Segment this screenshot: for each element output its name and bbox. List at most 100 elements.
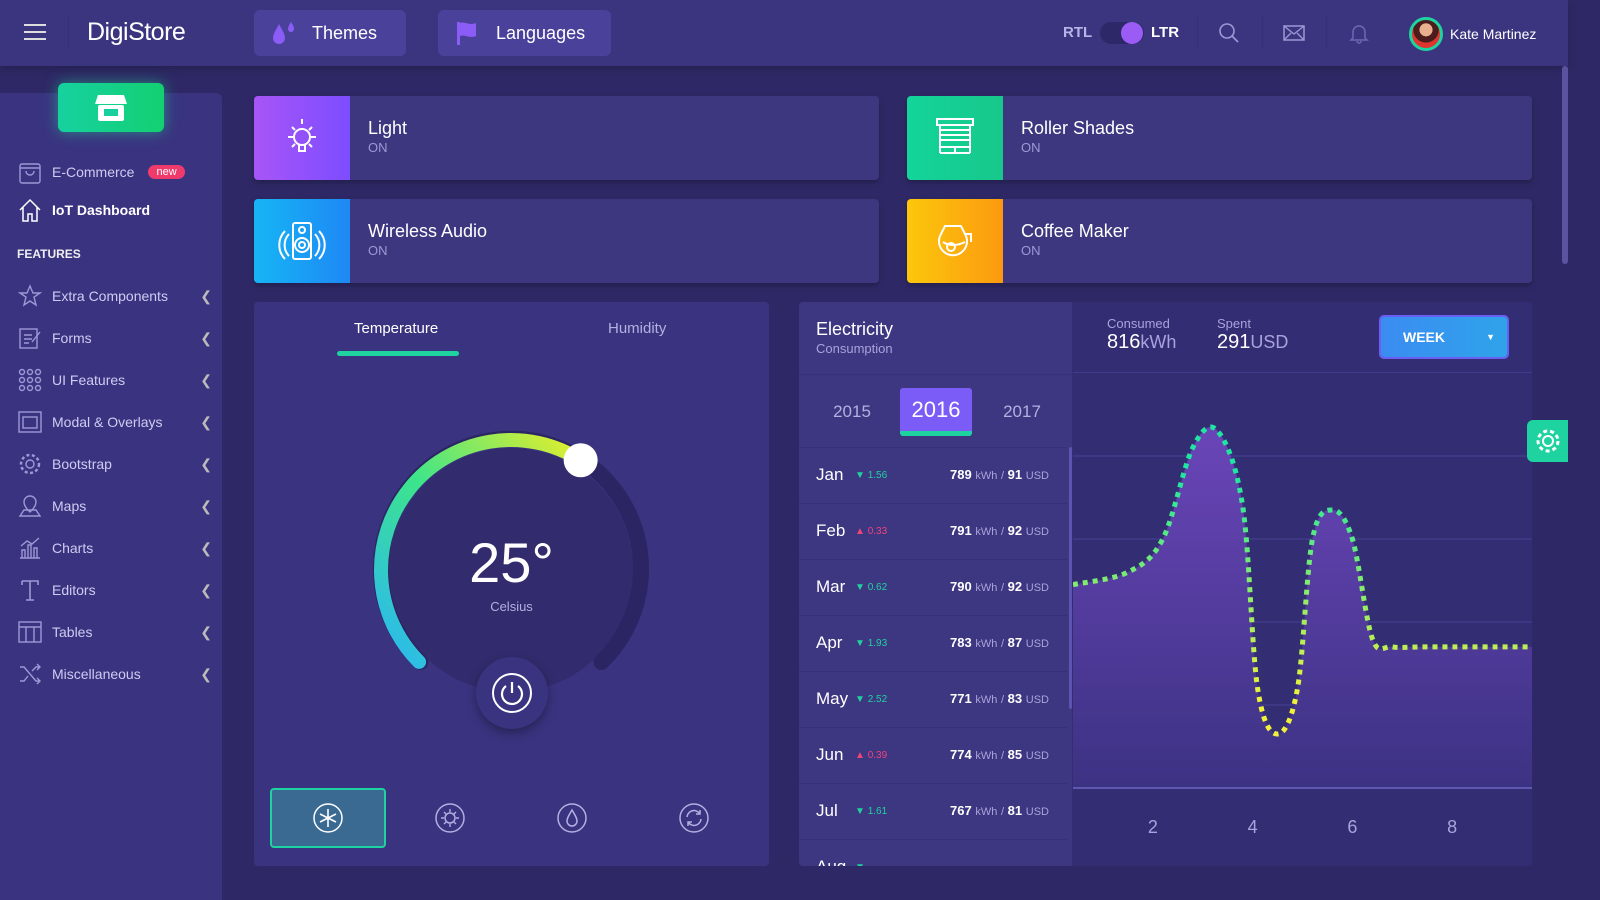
trend-down-icon: ▼ bbox=[855, 862, 865, 866]
grid-icon bbox=[18, 368, 42, 392]
list-scrollbar[interactable] bbox=[1069, 447, 1072, 709]
sidebar-item-label: E-Commerce bbox=[52, 164, 135, 180]
month-delta: ▼ 1.61 bbox=[855, 806, 888, 817]
trend-down-icon: ▼ bbox=[855, 638, 865, 649]
sidebar-item-forms[interactable]: Forms ❮ bbox=[18, 326, 218, 350]
period-dropdown[interactable]: WEEK ▼ bbox=[1381, 317, 1507, 357]
sidebar-item-extra-components[interactable]: Extra Components ❮ bbox=[18, 284, 218, 308]
mode-cool-button[interactable] bbox=[270, 788, 386, 848]
chevron-left-icon: ❮ bbox=[200, 413, 212, 430]
menu-icon[interactable] bbox=[24, 24, 46, 42]
sidebar: E-Commerce new IoT Dashboard FEATURES Ex… bbox=[0, 83, 222, 900]
month-row[interactable]: Jul ▼ 1.61 767 kWh / 81 USD bbox=[799, 783, 1067, 839]
shopping-bag-icon bbox=[19, 163, 41, 184]
device-card-wireless-audio[interactable]: Wireless Audio ON bbox=[254, 199, 879, 283]
sidebar-item-modal-overlays[interactable]: Modal & Overlays ❮ bbox=[18, 410, 218, 434]
month-usage: 789 kWh / 91 USD bbox=[950, 467, 1049, 482]
device-status: ON bbox=[1021, 140, 1041, 155]
x-tick-label: 8 bbox=[1447, 817, 1457, 837]
search-icon[interactable] bbox=[1218, 22, 1240, 44]
mode-auto-button[interactable] bbox=[636, 788, 752, 848]
month-delta: ▼ bbox=[855, 862, 865, 866]
languages-button[interactable]: Languages bbox=[438, 10, 611, 56]
temperature-dial[interactable] bbox=[361, 420, 661, 730]
month-delta: ▼ 2.52 bbox=[855, 694, 888, 705]
active-tab-indicator bbox=[337, 351, 459, 356]
flag-icon bbox=[457, 22, 476, 45]
new-badge: new bbox=[148, 165, 185, 179]
sidebar-item-editors[interactable]: Editors ❮ bbox=[18, 578, 218, 602]
chevron-left-icon: ❮ bbox=[200, 497, 212, 514]
bar-chart-icon bbox=[20, 537, 40, 559]
sidebar-item-bootstrap[interactable]: Bootstrap ❮ bbox=[18, 452, 218, 476]
electricity-title: Electricity bbox=[816, 319, 894, 339]
sidebar-item-label: Maps bbox=[52, 498, 87, 514]
direction-toggle[interactable] bbox=[1100, 22, 1144, 44]
sun-icon bbox=[435, 803, 465, 833]
sidebar-item-ecommerce[interactable]: E-Commerce new bbox=[18, 160, 218, 184]
tab-temperature[interactable]: Temperature bbox=[354, 320, 439, 337]
electricity-subtitle: Consumption bbox=[816, 341, 893, 356]
table-icon bbox=[18, 621, 42, 643]
month-row[interactable]: Jun ▲ 0.39 774 kWh / 85 USD bbox=[799, 727, 1067, 783]
month-usage: 774 kWh / 85 USD bbox=[950, 747, 1049, 762]
device-card-coffee-maker[interactable]: Coffee Maker ON bbox=[907, 199, 1532, 283]
month-row[interactable]: May ▼ 2.52 771 kWh / 83 USD bbox=[799, 671, 1067, 727]
themes-button[interactable]: Themes bbox=[254, 10, 406, 56]
consumed-stat: Consumed 816kWh bbox=[1107, 316, 1176, 354]
year-tab-2015[interactable]: 2015 bbox=[833, 402, 871, 421]
brand-logo[interactable]: DigiStore bbox=[87, 18, 186, 46]
tab-humidity[interactable]: Humidity bbox=[608, 320, 667, 337]
device-name: Light bbox=[368, 118, 408, 138]
month-label: May bbox=[816, 689, 849, 708]
temperature-knob[interactable] bbox=[563, 443, 598, 478]
sidebar-item-iot-dashboard[interactable]: IoT Dashboard bbox=[18, 198, 218, 222]
device-status: ON bbox=[368, 140, 388, 155]
device-icon-tile bbox=[907, 199, 1003, 283]
sidebar-item-label: Charts bbox=[52, 540, 94, 556]
sidebar-item-label: Extra Components bbox=[52, 288, 168, 304]
electricity-list: Electricity Consumption 2015 2016 2017 Jan… bbox=[799, 302, 1072, 866]
year-tab-2017[interactable]: 2017 bbox=[1003, 402, 1041, 421]
month-label: Jul bbox=[816, 801, 838, 820]
device-card-roller-shades[interactable]: Roller Shades ON bbox=[907, 96, 1532, 180]
sidebar-item-label: Bootstrap bbox=[52, 456, 112, 472]
mode-heat-button[interactable] bbox=[392, 788, 508, 848]
store-icon bbox=[95, 94, 127, 121]
month-delta: ▲ 0.33 bbox=[855, 526, 888, 537]
user-name[interactable]: Kate Martinez bbox=[1450, 26, 1537, 42]
sidebar-item-label: IoT Dashboard bbox=[52, 202, 151, 218]
sidebar-item-tables[interactable]: Tables ❮ bbox=[18, 620, 218, 644]
month-usage: 783 kWh / 87 USD bbox=[950, 635, 1049, 650]
chart-area bbox=[1073, 427, 1532, 788]
device-card-light[interactable]: Light ON bbox=[254, 96, 879, 180]
page-scrollbar[interactable] bbox=[1562, 66, 1568, 264]
electricity-chart: 2 4 6 8 bbox=[1073, 424, 1532, 837]
chevron-left-icon: ❮ bbox=[200, 623, 212, 640]
droplets-icon bbox=[273, 22, 294, 44]
mode-humidity-button[interactable] bbox=[514, 788, 630, 848]
month-delta: ▼ 0.62 bbox=[855, 582, 888, 593]
temperature-panel: Temperature Humidity 25° Celsius bbox=[254, 302, 769, 866]
month-row[interactable]: Mar ▼ 0.62 790 kWh / 92 USD bbox=[799, 559, 1067, 615]
month-row[interactable]: Aug▼ kWh / USD bbox=[799, 839, 1067, 866]
power-button[interactable] bbox=[476, 657, 548, 729]
trend-down-icon: ▼ bbox=[855, 582, 865, 593]
sidebar-item-charts[interactable]: Charts ❮ bbox=[18, 536, 218, 560]
user-avatar[interactable] bbox=[1409, 17, 1443, 51]
month-label: Feb bbox=[816, 521, 846, 540]
mail-icon[interactable] bbox=[1283, 22, 1305, 44]
divider bbox=[1262, 16, 1263, 50]
sidebar-item-ui-features[interactable]: UI Features ❮ bbox=[18, 368, 218, 392]
year-tab-2016[interactable]: 2016 bbox=[900, 388, 972, 436]
sidebar-item-maps[interactable]: Maps ❮ bbox=[18, 494, 218, 518]
settings-button[interactable] bbox=[1527, 420, 1568, 462]
month-row[interactable]: Feb ▲ 0.33 791 kWh / 92 USD bbox=[799, 503, 1067, 559]
store-button[interactable] bbox=[58, 83, 164, 132]
month-row[interactable]: Apr ▼ 1.93 783 kWh / 87 USD bbox=[799, 615, 1067, 671]
bell-icon[interactable] bbox=[1348, 22, 1370, 44]
chevron-left-icon: ❮ bbox=[200, 665, 212, 682]
device-status: ON bbox=[368, 243, 388, 258]
sidebar-item-miscellaneous[interactable]: Miscellaneous ❮ bbox=[18, 662, 218, 686]
month-row[interactable]: Jan ▼ 1.56 789 kWh / 91 USD bbox=[799, 447, 1067, 503]
